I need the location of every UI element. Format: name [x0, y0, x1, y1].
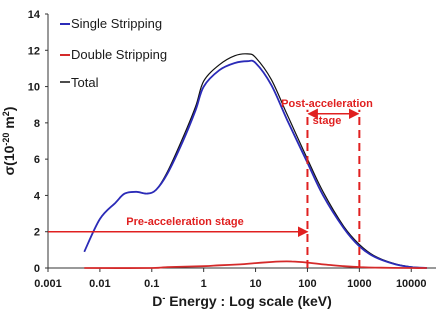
- y-tick-label: 6: [34, 154, 40, 166]
- x-tick-label: 10000: [396, 278, 427, 290]
- x-tick-label: 1000: [347, 278, 371, 290]
- y-tick-label: 10: [28, 82, 40, 94]
- legend: Single Stripping Double Stripping Total: [60, 16, 167, 90]
- legend-label-double-stripping: Double Stripping: [71, 47, 167, 62]
- x-tick-label: 10: [249, 278, 261, 290]
- legend-label-single-stripping: Single Stripping: [71, 16, 162, 31]
- y-ticks: 0 2 4 6 8 10 12 14: [28, 9, 48, 275]
- post-acceleration-label-line2: stage: [313, 115, 342, 127]
- x-tick-label: 1: [201, 278, 207, 290]
- x-axis-title: D- Energy : Log scale (keV): [152, 293, 332, 309]
- series-line-double-stripping: [84, 260, 427, 269]
- series-line-total: [83, 53, 427, 269]
- x-tick-label: 0.01: [89, 278, 110, 290]
- post-acceleration-label-line1: Post-acceleration: [281, 98, 373, 110]
- x-tick-label: 0.001: [34, 278, 62, 290]
- y-tick-label: 0: [34, 263, 40, 275]
- legend-label-total: Total: [71, 75, 99, 90]
- y-tick-label: 2: [34, 227, 40, 239]
- y-axis-title: σ(10-20 m2): [1, 107, 17, 176]
- y-tick-label: 12: [28, 45, 40, 57]
- x-ticks: 0.001 0.01 0.1 1 10 100 1000 10000: [34, 268, 427, 290]
- pre-acceleration-label: Pre-acceleration stage: [126, 216, 243, 228]
- x-tick-label: 100: [298, 278, 316, 290]
- series-layer: [83, 53, 427, 269]
- series-line-single-stripping: [83, 59, 427, 269]
- annotation-layer: [48, 108, 361, 268]
- y-tick-label: 14: [28, 9, 41, 21]
- y-tick-label: 8: [34, 118, 40, 130]
- x-tick-label: 0.1: [144, 278, 159, 290]
- y-tick-label: 4: [34, 190, 41, 202]
